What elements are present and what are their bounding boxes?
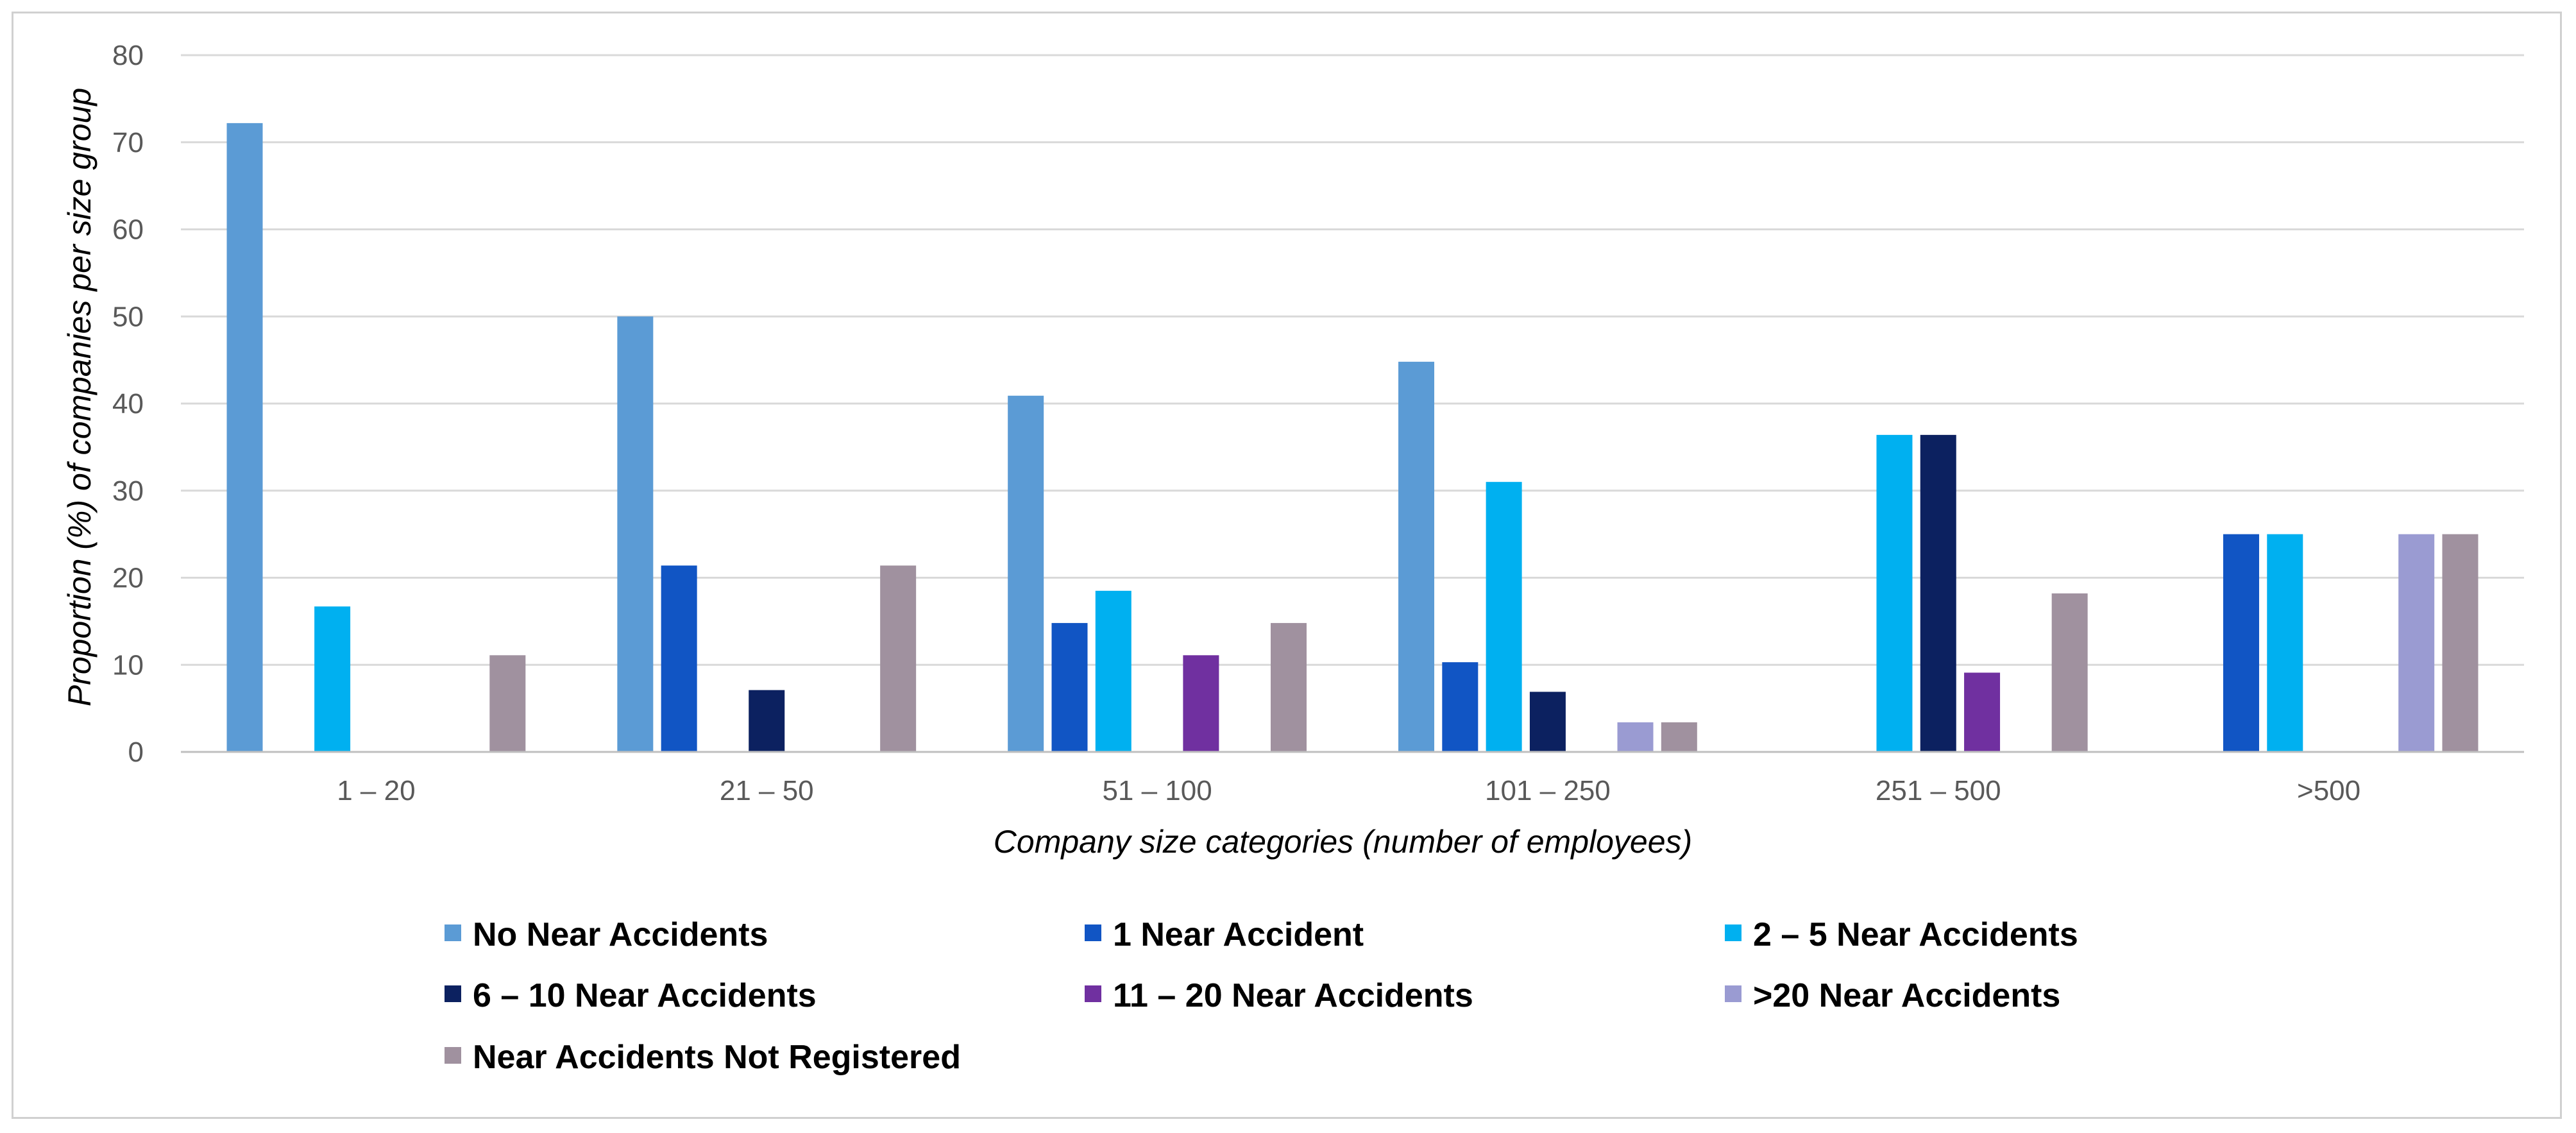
- legend-label: 11 – 20 Near Accidents: [1113, 977, 1473, 1014]
- y-tick-label: 80: [112, 40, 144, 71]
- legend-label: 6 – 10 Near Accidents: [473, 977, 817, 1014]
- chart-frame: [12, 12, 2562, 1119]
- x-tick-label: >500: [2297, 775, 2360, 806]
- x-tick-label: 251 – 500: [1876, 775, 2001, 806]
- bar: [1442, 662, 1479, 752]
- y-axis-ticks: 0 10 20 30 40 50 60 70 80: [112, 40, 144, 768]
- x-tick-label: 1 – 20: [337, 775, 415, 806]
- bar: [1617, 722, 1654, 752]
- bar: [880, 565, 917, 752]
- bar: [1095, 590, 1131, 752]
- y-tick-label: 0: [128, 737, 144, 768]
- bar: [1964, 672, 2001, 752]
- bar: [749, 690, 785, 752]
- x-axis-ticks: 1 – 20 21 – 50 51 – 100 101 – 250 251 – 500 >…: [337, 775, 2360, 806]
- bar: [2398, 534, 2435, 752]
- bar: [1529, 692, 1566, 752]
- bar: [489, 655, 526, 752]
- bar: [1661, 722, 1697, 752]
- y-tick-label: 40: [112, 388, 144, 420]
- gridlines: [181, 54, 2524, 666]
- y-tick-label: 70: [112, 127, 144, 158]
- legend: No Near Accidents 1 Near Accident 2 – 5 Ne…: [445, 916, 2078, 1076]
- x-tick-label: 21 – 50: [720, 775, 814, 806]
- bar: [1183, 655, 1219, 752]
- bar: [2442, 534, 2479, 752]
- legend-label: Near Accidents Not Registered: [473, 1039, 961, 1076]
- legend-label: No Near Accidents: [473, 916, 768, 953]
- legend-swatch: [1085, 924, 1101, 941]
- legend-swatch: [445, 924, 461, 941]
- bar: [2051, 593, 2088, 752]
- y-axis-title: Proportion (%) of companies per size gro…: [62, 88, 97, 706]
- y-tick-label: 20: [112, 563, 144, 594]
- bar: [1270, 623, 1307, 752]
- legend-label: 2 – 5 Near Accidents: [1753, 916, 2078, 953]
- legend-label: 1 Near Accident: [1113, 916, 1364, 953]
- bar: [2267, 534, 2303, 752]
- y-tick-label: 50: [112, 301, 144, 332]
- legend-swatch: [1085, 985, 1101, 1002]
- y-tick-label: 10: [112, 649, 144, 681]
- bar: [1486, 482, 1522, 752]
- legend-label: >20 Near Accidents: [1753, 977, 2060, 1014]
- bar: [661, 565, 697, 752]
- bar: [1051, 623, 1088, 752]
- x-tick-label: 101 – 250: [1485, 775, 1611, 806]
- bar: [1008, 395, 1044, 752]
- legend-swatch: [445, 985, 461, 1002]
- x-axis-title: Company size categories (number of emplo…: [994, 824, 1692, 860]
- legend-swatch: [1725, 924, 1741, 941]
- legend-swatch: [1725, 985, 1741, 1002]
- bar: [1398, 361, 1435, 752]
- bar: [2223, 534, 2259, 752]
- bar: [314, 606, 351, 752]
- x-tick-label: 51 – 100: [1102, 775, 1212, 806]
- bar: [226, 123, 263, 752]
- legend-swatch: [445, 1047, 461, 1064]
- bars: [226, 123, 2479, 752]
- bar: [617, 316, 654, 752]
- bar: [1920, 434, 1956, 752]
- bar: [1876, 434, 1913, 752]
- y-tick-label: 30: [112, 475, 144, 507]
- y-tick-label: 60: [112, 214, 144, 246]
